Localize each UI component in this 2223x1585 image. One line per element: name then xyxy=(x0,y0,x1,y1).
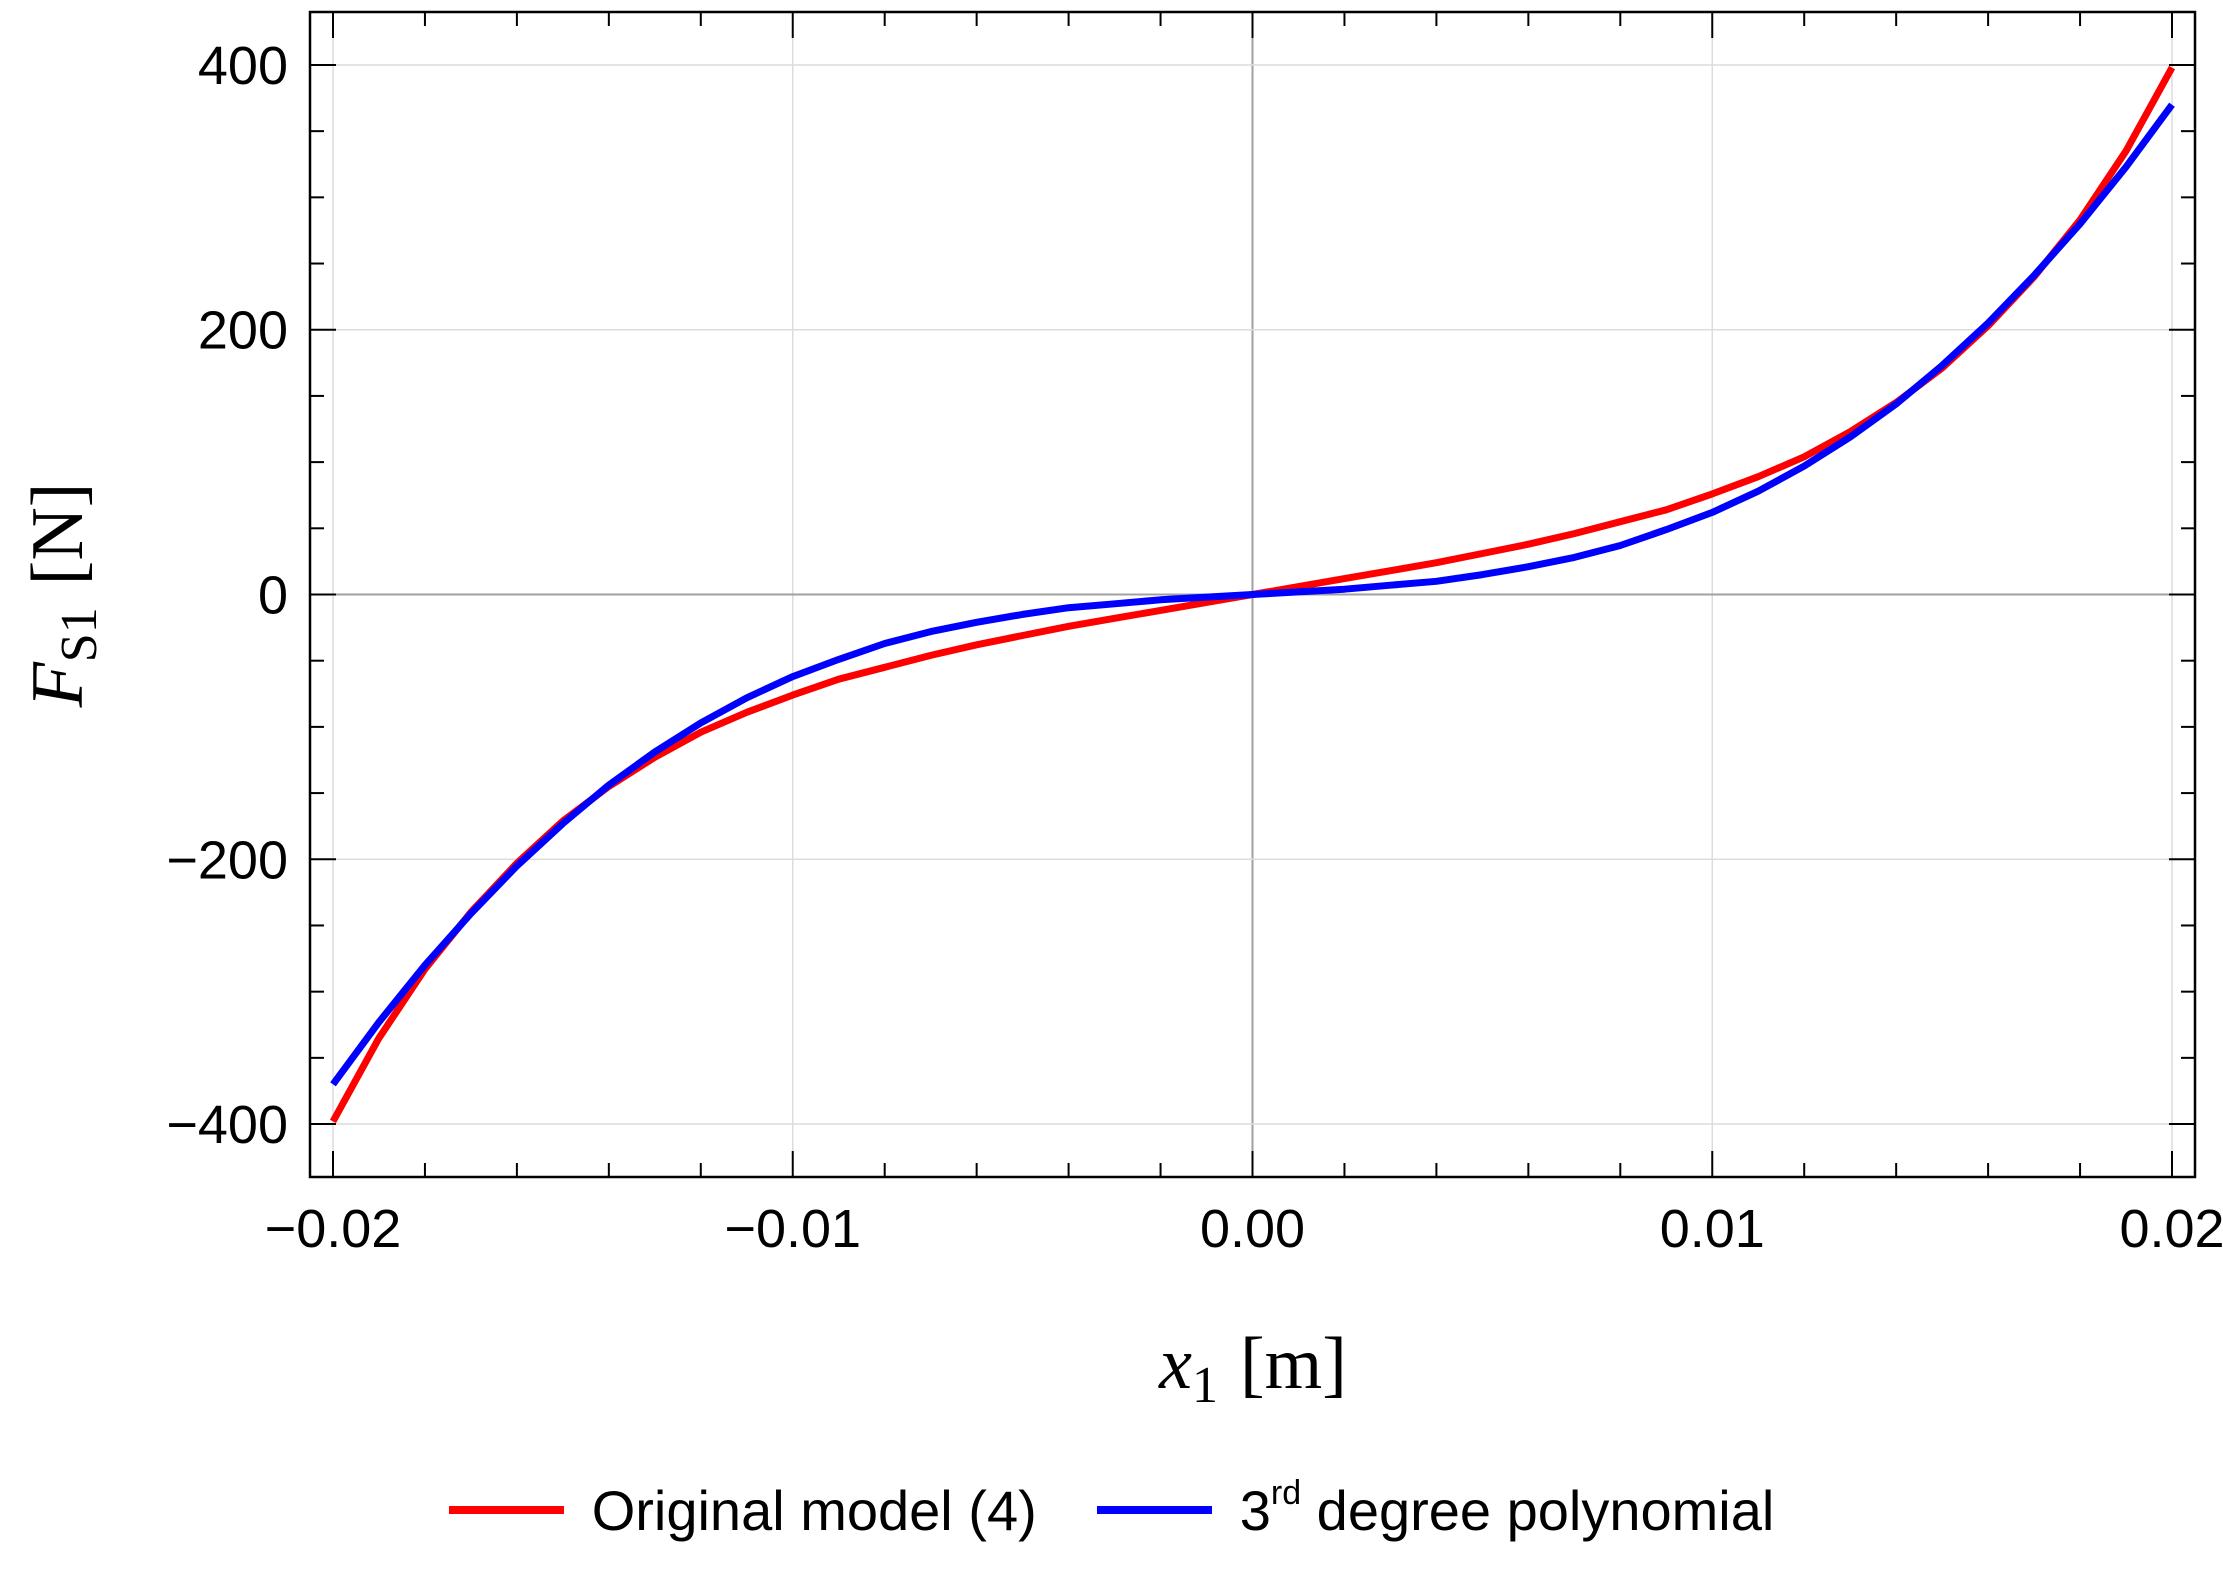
legend-item-polynomial: 3rd degree polynomial xyxy=(1096,1474,1775,1543)
x-tick-label: 0.00 xyxy=(1200,1199,1305,1259)
legend-swatch-red xyxy=(448,1506,564,1514)
y-axis-title-main: F xyxy=(17,661,99,708)
x-tick-label: 0.01 xyxy=(1660,1199,1765,1259)
x-axis-title: x1 [m] xyxy=(1158,1323,1347,1414)
legend-label-polynomial-sup: rd xyxy=(1270,1473,1302,1512)
x-axis-title-sub: 1 xyxy=(1192,1357,1218,1414)
legend-label-original-model: Original model (4) xyxy=(591,1478,1037,1542)
y-tick-label: −400 xyxy=(166,1095,288,1155)
x-tick-label: −0.01 xyxy=(724,1199,861,1259)
legend: Original model (4) 3rd degree polynomial xyxy=(0,1460,2223,1560)
legend-label-polynomial: 3rd degree polynomial xyxy=(1239,1474,1775,1543)
x-axis-title-unit: [m] xyxy=(1240,1323,1347,1405)
x-tick-label: 0.02 xyxy=(2119,1199,2223,1259)
axis-ticks xyxy=(310,12,2195,1177)
y-tick-label: 0 xyxy=(258,566,288,626)
y-tick-label: 400 xyxy=(198,36,288,96)
legend-label-polynomial-rest: degree polynomial xyxy=(1301,1478,1775,1542)
x-axis-title-main: x xyxy=(1158,1323,1192,1405)
y-axis-title-unit: [N] xyxy=(17,483,99,586)
x-tick-labels: −0.02 −0.01 0.00 0.01 0.02 xyxy=(265,1199,2223,1259)
y-tick-label: 200 xyxy=(198,301,288,361)
y-axis-title-sub: S1 xyxy=(51,607,108,662)
y-tick-labels: −400 −200 0 200 400 xyxy=(166,36,288,1155)
series-line-1 xyxy=(330,102,2175,1087)
y-axis-title: FS1 [N] xyxy=(17,483,108,709)
legend-label-polynomial-base: 3 xyxy=(1239,1478,1271,1542)
y-tick-label: −200 xyxy=(166,830,288,890)
series-layer xyxy=(329,65,2176,1124)
legend-item-original-model: Original model (4) xyxy=(448,1478,1037,1543)
x-tick-label: −0.02 xyxy=(265,1199,402,1259)
legend-swatch-blue xyxy=(1096,1506,1212,1514)
